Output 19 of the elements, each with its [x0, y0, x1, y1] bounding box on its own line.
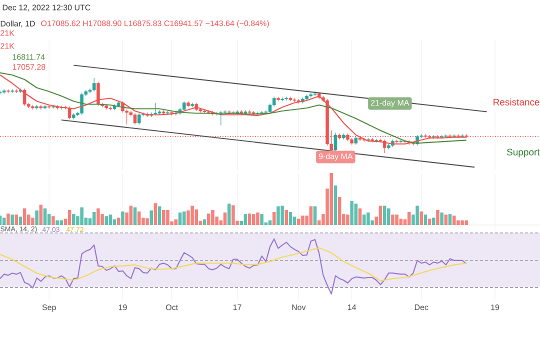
- text: 16811.74: [12, 54, 45, 60]
- chart-subtitle: O17085.62 H17088.90 L16875.83 C16941.57 −143.64 (−0.84%): [41, 20, 269, 28]
- x-tick-label: Nov: [292, 304, 306, 310]
- text: 9-day MA: [318, 153, 353, 161]
- x-tick-label: Sep: [42, 304, 56, 312]
- x-tick-label: 14: [348, 304, 356, 310]
- text: 17057.28: [12, 64, 46, 70]
- x-tick-label: 17: [233, 304, 242, 310]
- x-tick-label: 19: [118, 304, 127, 310]
- chart-title: Dollar, 1D: [0, 20, 35, 28]
- text: 21K: [0, 43, 14, 49]
- text: Dec 12, 2022 12:30 UTC: [2, 4, 90, 12]
- x-tick-label: 19: [491, 304, 500, 310]
- annotation: Resistance: [494, 98, 540, 106]
- text: 21K: [0, 30, 14, 36]
- annotation: Support: [506, 148, 540, 158]
- x-tick-label: Dec: [414, 304, 428, 310]
- text: 21-day MA: [370, 100, 410, 108]
- x-tick-label: Oct: [166, 304, 178, 310]
